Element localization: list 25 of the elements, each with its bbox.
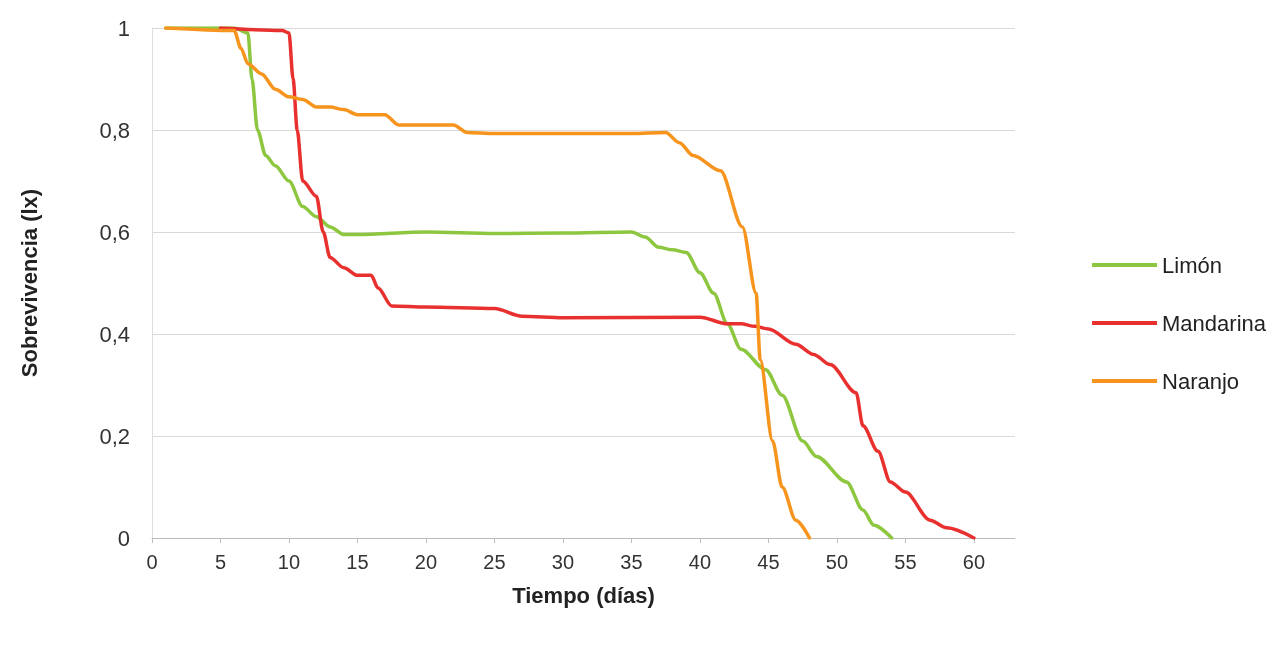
y-tick-label: 0,8 (99, 117, 130, 143)
x-axis-title: Tiempo (días) (512, 582, 655, 608)
legend-label: Mandarina (1162, 310, 1267, 336)
x-tick-label: 45 (757, 551, 780, 573)
line-series (218, 26, 976, 540)
y-tick-label: 0 (117, 525, 130, 551)
legend-label: Limón (1162, 252, 1222, 278)
x-tick-label: 55 (894, 551, 917, 573)
x-tick-label: 35 (620, 551, 643, 573)
x-tick-label: 5 (214, 551, 227, 573)
x-tick-label: 0 (146, 551, 158, 573)
x-tick-label: 30 (551, 551, 575, 573)
y-tick-label: 1 (117, 15, 130, 41)
x-tick-label: 60 (962, 551, 986, 573)
legend-label: Naranjo (1162, 368, 1240, 394)
x-tick-label: 15 (346, 551, 369, 573)
x-tick-label: 10 (277, 551, 301, 573)
x-tick-label: 40 (688, 551, 712, 573)
y-tick-label: 0,4 (99, 321, 130, 347)
x-tick-label: 50 (825, 551, 849, 573)
x-tick-label: 20 (414, 551, 438, 573)
x-tick-label: 25 (483, 551, 506, 573)
y-tick-label: 0,6 (99, 219, 130, 245)
y-tick-label: 0,2 (99, 423, 130, 449)
y-axis-title: Sobrevivencia (lx) (16, 188, 42, 378)
